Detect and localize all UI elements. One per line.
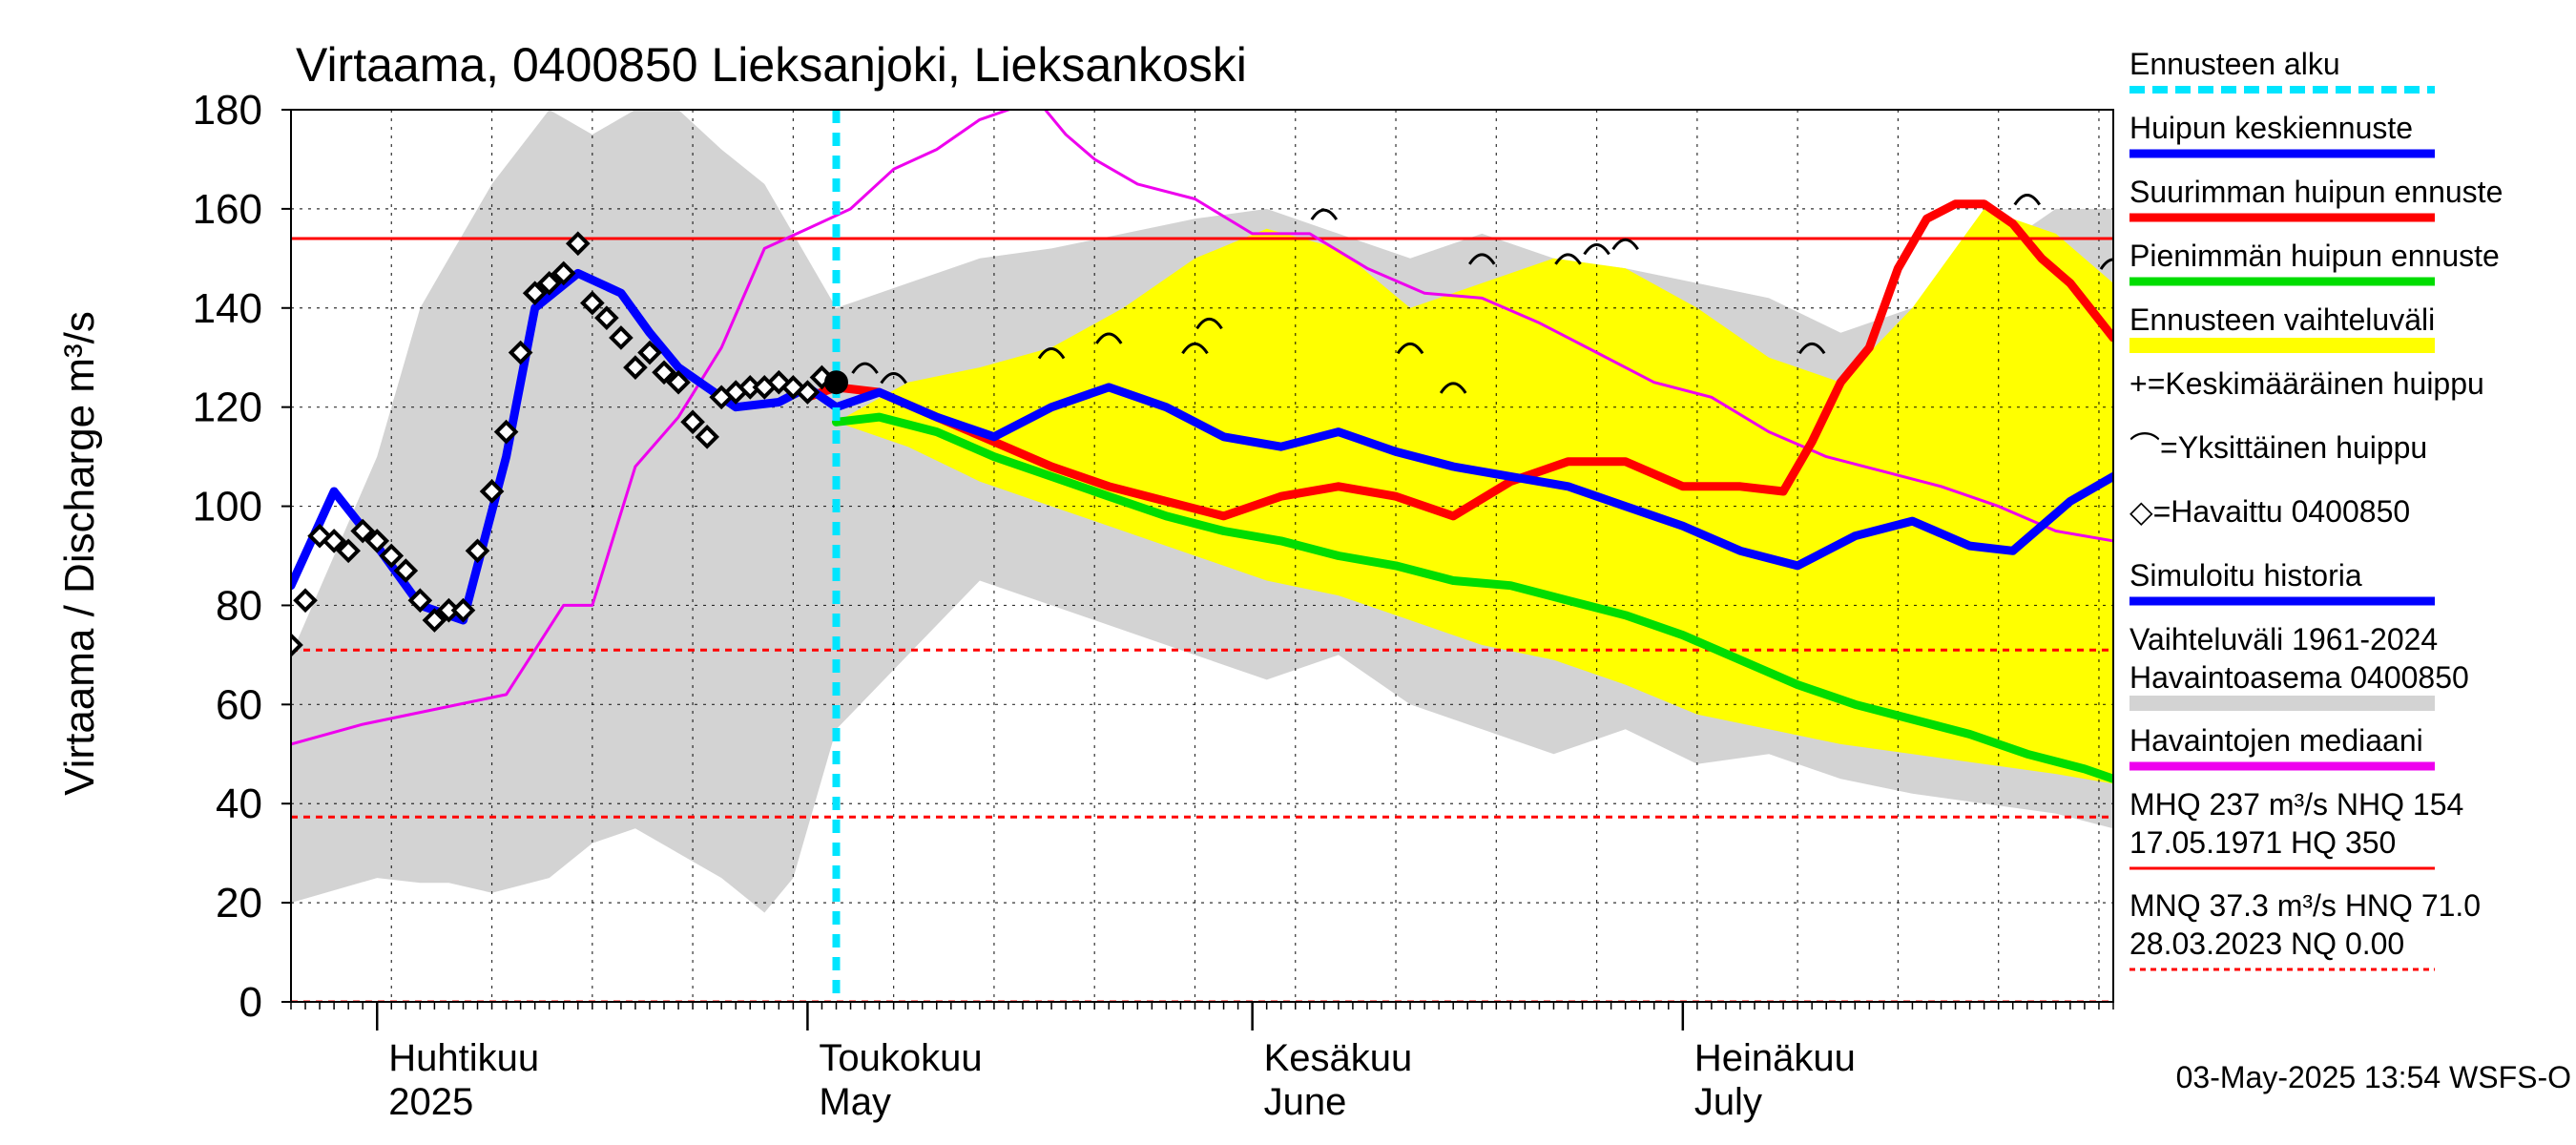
month-label: Heinäkuu: [1694, 1037, 1856, 1079]
month-sublabel: 2025: [388, 1081, 473, 1123]
y-tick-label: 40: [216, 781, 262, 827]
legend-label: Pienimmän huipun ennuste: [2129, 239, 2500, 273]
observed-point: [450, 597, 476, 623]
peak-marker: [1797, 342, 1826, 355]
chart-title: Virtaama, 0400850 Lieksanjoki, Lieksanko…: [296, 38, 1247, 92]
peak-marker: [1195, 317, 1223, 330]
observed-point: [379, 543, 405, 569]
month-sublabel: July: [1694, 1081, 1762, 1123]
observed-point: [695, 425, 719, 449]
month-sublabel: June: [1264, 1081, 1347, 1123]
observed-point: [609, 325, 634, 350]
peak-marker: [1094, 332, 1123, 344]
legend: Ennusteen alku Huipun keskiennuste Suurimm…: [2129, 47, 2503, 971]
observed-point: [637, 340, 662, 365]
observed-point: [680, 409, 705, 435]
y-tick-label: 0: [239, 979, 262, 1026]
month-sublabel: May: [819, 1081, 891, 1123]
peak-marker: [1439, 382, 1467, 394]
observed-point: [666, 369, 691, 395]
y-tick-label: 60: [216, 681, 262, 728]
legend-label: Huipun keskiennuste: [2129, 111, 2413, 145]
legend-label: Havaintoasema 0400850: [2129, 660, 2469, 695]
observed-point: [522, 281, 548, 306]
observed-point: [407, 588, 433, 614]
observed-point: [465, 538, 490, 564]
legend-label: 28.03.2023 NQ 0.00: [2129, 926, 2404, 961]
observed-point: [493, 419, 519, 445]
month-label: Huhtikuu: [388, 1037, 539, 1079]
y-tick-label: 20: [216, 880, 262, 926]
month-label: Toukokuu: [819, 1037, 982, 1079]
observed-point: [336, 538, 361, 564]
legend-label: ⌒=Yksittäinen huippu: [2129, 430, 2427, 465]
observed-point: [350, 518, 376, 544]
peak-marker: [1611, 238, 1639, 251]
peak-marker: [1468, 253, 1496, 265]
observed-point: [623, 355, 648, 380]
legend-label: MNQ 37.3 m³/s HNQ 71.0: [2129, 888, 2481, 923]
observed-point: [322, 529, 346, 553]
observed-point: [551, 260, 576, 286]
observed-point: [508, 340, 533, 365]
observed-point: [795, 380, 821, 405]
peak-marker: [1396, 342, 1424, 355]
observed-point: [393, 558, 419, 583]
observed-point: [652, 360, 676, 385]
series-line-3: [832, 412, 2113, 783]
peak-marker: [1181, 342, 1209, 355]
observed-point: [479, 479, 505, 504]
forecast-range-band: [836, 208, 2113, 784]
y-tick-label: 100: [193, 484, 262, 531]
legend-label: ◇=Havaittu 0400850: [2129, 494, 2410, 529]
plot-frame: [290, 109, 2114, 1003]
legend-label: Ennusteen alku: [2129, 47, 2340, 81]
observed-point: [422, 608, 447, 633]
mean-peak-marker: [823, 370, 848, 395]
peak-marker: [1554, 253, 1582, 265]
legend-label: Havaintojen mediaani: [2129, 723, 2423, 758]
plot-area: [291, 110, 2113, 1002]
observed-point: [579, 290, 605, 316]
peak-marker: [2013, 194, 2042, 206]
legend-swatch: [2129, 696, 2435, 711]
legend-label: +=Keskimääräinen huippu: [2129, 366, 2484, 401]
y-tick-label: 160: [193, 186, 262, 233]
peak-marker: [1583, 242, 1610, 256]
legend-swatch: [2129, 338, 2435, 353]
y-tick-label: 120: [193, 385, 262, 431]
y-axis-label: Virtaama / Discharge m³/s: [56, 311, 103, 796]
observed-point: [291, 633, 303, 657]
observed-point: [536, 270, 562, 296]
observed-point: [293, 588, 318, 614]
peak-marker: [851, 362, 879, 374]
series-line-1: [291, 268, 2113, 625]
legend-label: Ennusteen vaihteluväli: [2129, 302, 2435, 337]
peak-marker: [880, 372, 907, 385]
y-tick-label: 180: [193, 87, 262, 134]
legend-label: MHQ 237 m³/s NHQ 154: [2129, 787, 2463, 822]
legend-label: 17.05.1971 HQ 350: [2129, 825, 2396, 860]
y-tick-label: 140: [193, 285, 262, 332]
series-line-2: [802, 199, 2113, 521]
legend-label: Vaihteluväli 1961-2024: [2129, 622, 2438, 656]
peak-marker: [1310, 208, 1339, 220]
y-tick-label: 80: [216, 582, 262, 629]
peak-marker: [1037, 347, 1066, 360]
observed-point: [364, 529, 390, 553]
observed-point: [594, 305, 619, 330]
legend-label: Simuloitu historia: [2129, 558, 2362, 593]
legend-label: Suurimman huipun ennuste: [2129, 175, 2503, 209]
series-line-4: [291, 110, 2113, 746]
observed-point: [565, 231, 591, 257]
peak-marker: [2099, 258, 2113, 270]
month-label: Kesäkuu: [1264, 1037, 1413, 1079]
timestamp-footer: 03-May-2025 13:54 WSFS-O: [2176, 1060, 2571, 1094]
